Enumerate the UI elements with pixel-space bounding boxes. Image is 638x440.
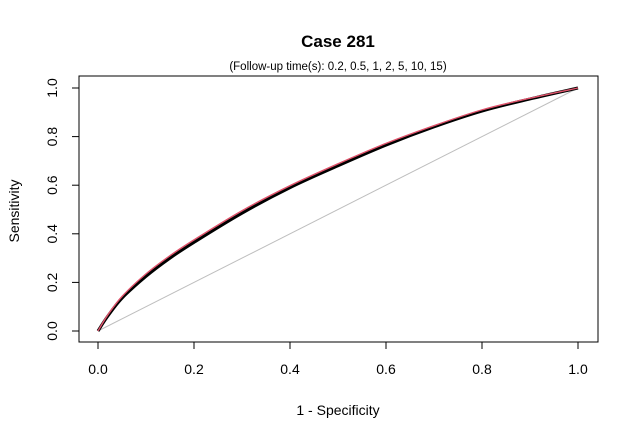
x-tick-label: 0.0 [88,361,108,377]
x-tick-label: 0.2 [184,361,204,377]
y-tick-label: 0.8 [44,127,60,147]
x-axis-label: 1 - Specificity [296,402,379,418]
y-tick-label: 0.4 [44,224,60,244]
x-tick-label: 1.0 [568,361,588,377]
y-tick-label: 0.6 [44,175,60,195]
x-tick-label: 0.6 [376,361,396,377]
reference-diagonal-line [97,87,579,332]
y-axis-label: Sensitivity [6,179,22,242]
x-tick-label: 0.8 [472,361,492,377]
chart-title: Case 281 [301,32,375,51]
chart-subtitle: (Follow-up time(s): 0.2, 0.5, 1, 2, 5, 1… [229,61,446,73]
roc-series-line-2 [97,87,579,332]
y-tick-label: 1.0 [44,78,60,98]
y-tick-label: 0.0 [44,321,60,341]
y-tick-label: 0.2 [44,272,60,292]
x-tick-label: 0.4 [280,361,300,377]
roc-series-line-1 [96,86,579,332]
